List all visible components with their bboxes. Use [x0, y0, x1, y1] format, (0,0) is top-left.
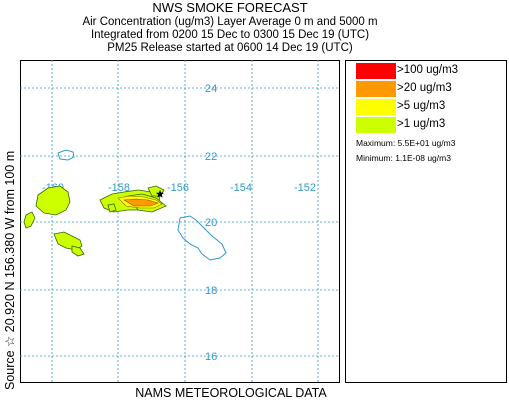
subtitle-integration-period: Integrated from 0200 15 Dec to 0300 15 D… [90, 29, 370, 41]
lat-label-18: 18 [205, 285, 217, 297]
smoke-plume-gt1 [23, 185, 167, 257]
star-icon [156, 190, 164, 198]
legend-label-gt1: >1 ug/m3 [397, 118, 446, 130]
lon-label-152: -152 [294, 182, 316, 194]
map-frame [20, 60, 340, 383]
meteorological-data-label: NAMS METEOROLOGICAL DATA [135, 386, 327, 400]
island-nihoa-outline [57, 149, 75, 161]
island-big-island-outline [177, 215, 227, 261]
coastlines [57, 149, 227, 261]
lat-label-22: 22 [205, 151, 217, 163]
lat-label-20: 20 [205, 217, 217, 229]
grid-lines [20, 60, 340, 383]
plume-lanai-tail [71, 245, 85, 257]
legend-swatch-yellowgreen [356, 117, 396, 133]
plume-lanai-south [53, 231, 83, 251]
legend-maximum: Maximum: 5.5E+01 ug/m3 [356, 138, 456, 148]
plume-gt20-core [123, 198, 159, 207]
legend-item-gt100: >100 ug/m3 [356, 63, 508, 79]
legend-panel [345, 60, 507, 383]
smoke-plume-gt20 [123, 198, 159, 207]
lon-label-158: -158 [108, 182, 130, 194]
plume-niihau [23, 211, 36, 229]
map-panel: 24 22 20 18 16 -160 -158 -156 -154 -152 [20, 60, 340, 383]
legend-item-gt20: >20 ug/m3 [356, 81, 508, 97]
lat-label-24: 24 [205, 83, 217, 95]
subtitle-release-time: PM25 Release started at 0600 14 Dec 19 (… [107, 42, 353, 54]
legend-swatch-yellow [356, 99, 396, 115]
legend-label-gt5: >5 ug/m3 [397, 100, 446, 112]
legend-label-gt100: >100 ug/m3 [397, 64, 459, 76]
plume-kauai [35, 185, 71, 216]
lon-label-156: -156 [167, 182, 189, 194]
legend-item-gt5: >5 ug/m3 [356, 99, 508, 115]
lat-label-16: 16 [205, 351, 217, 363]
legend-swatch-orange [356, 81, 396, 97]
subtitle-concentration: Air Concentration (ug/m3) Layer Average … [82, 16, 378, 28]
legend-minimum: Minimum: 1.1E-08 ug/m3 [356, 153, 451, 163]
lon-label-154: -154 [230, 182, 252, 194]
source-location-label: Source ☆ 20.920 N 156.380 W from 100 m [3, 150, 17, 390]
legend-swatch-red [356, 63, 396, 79]
legend-item-gt1: >1 ug/m3 [356, 117, 508, 133]
plume-north-small [107, 203, 117, 213]
map-title: NWS SMOKE FORECAST [152, 0, 308, 15]
legend-label-gt20: >20 ug/m3 [397, 82, 452, 94]
